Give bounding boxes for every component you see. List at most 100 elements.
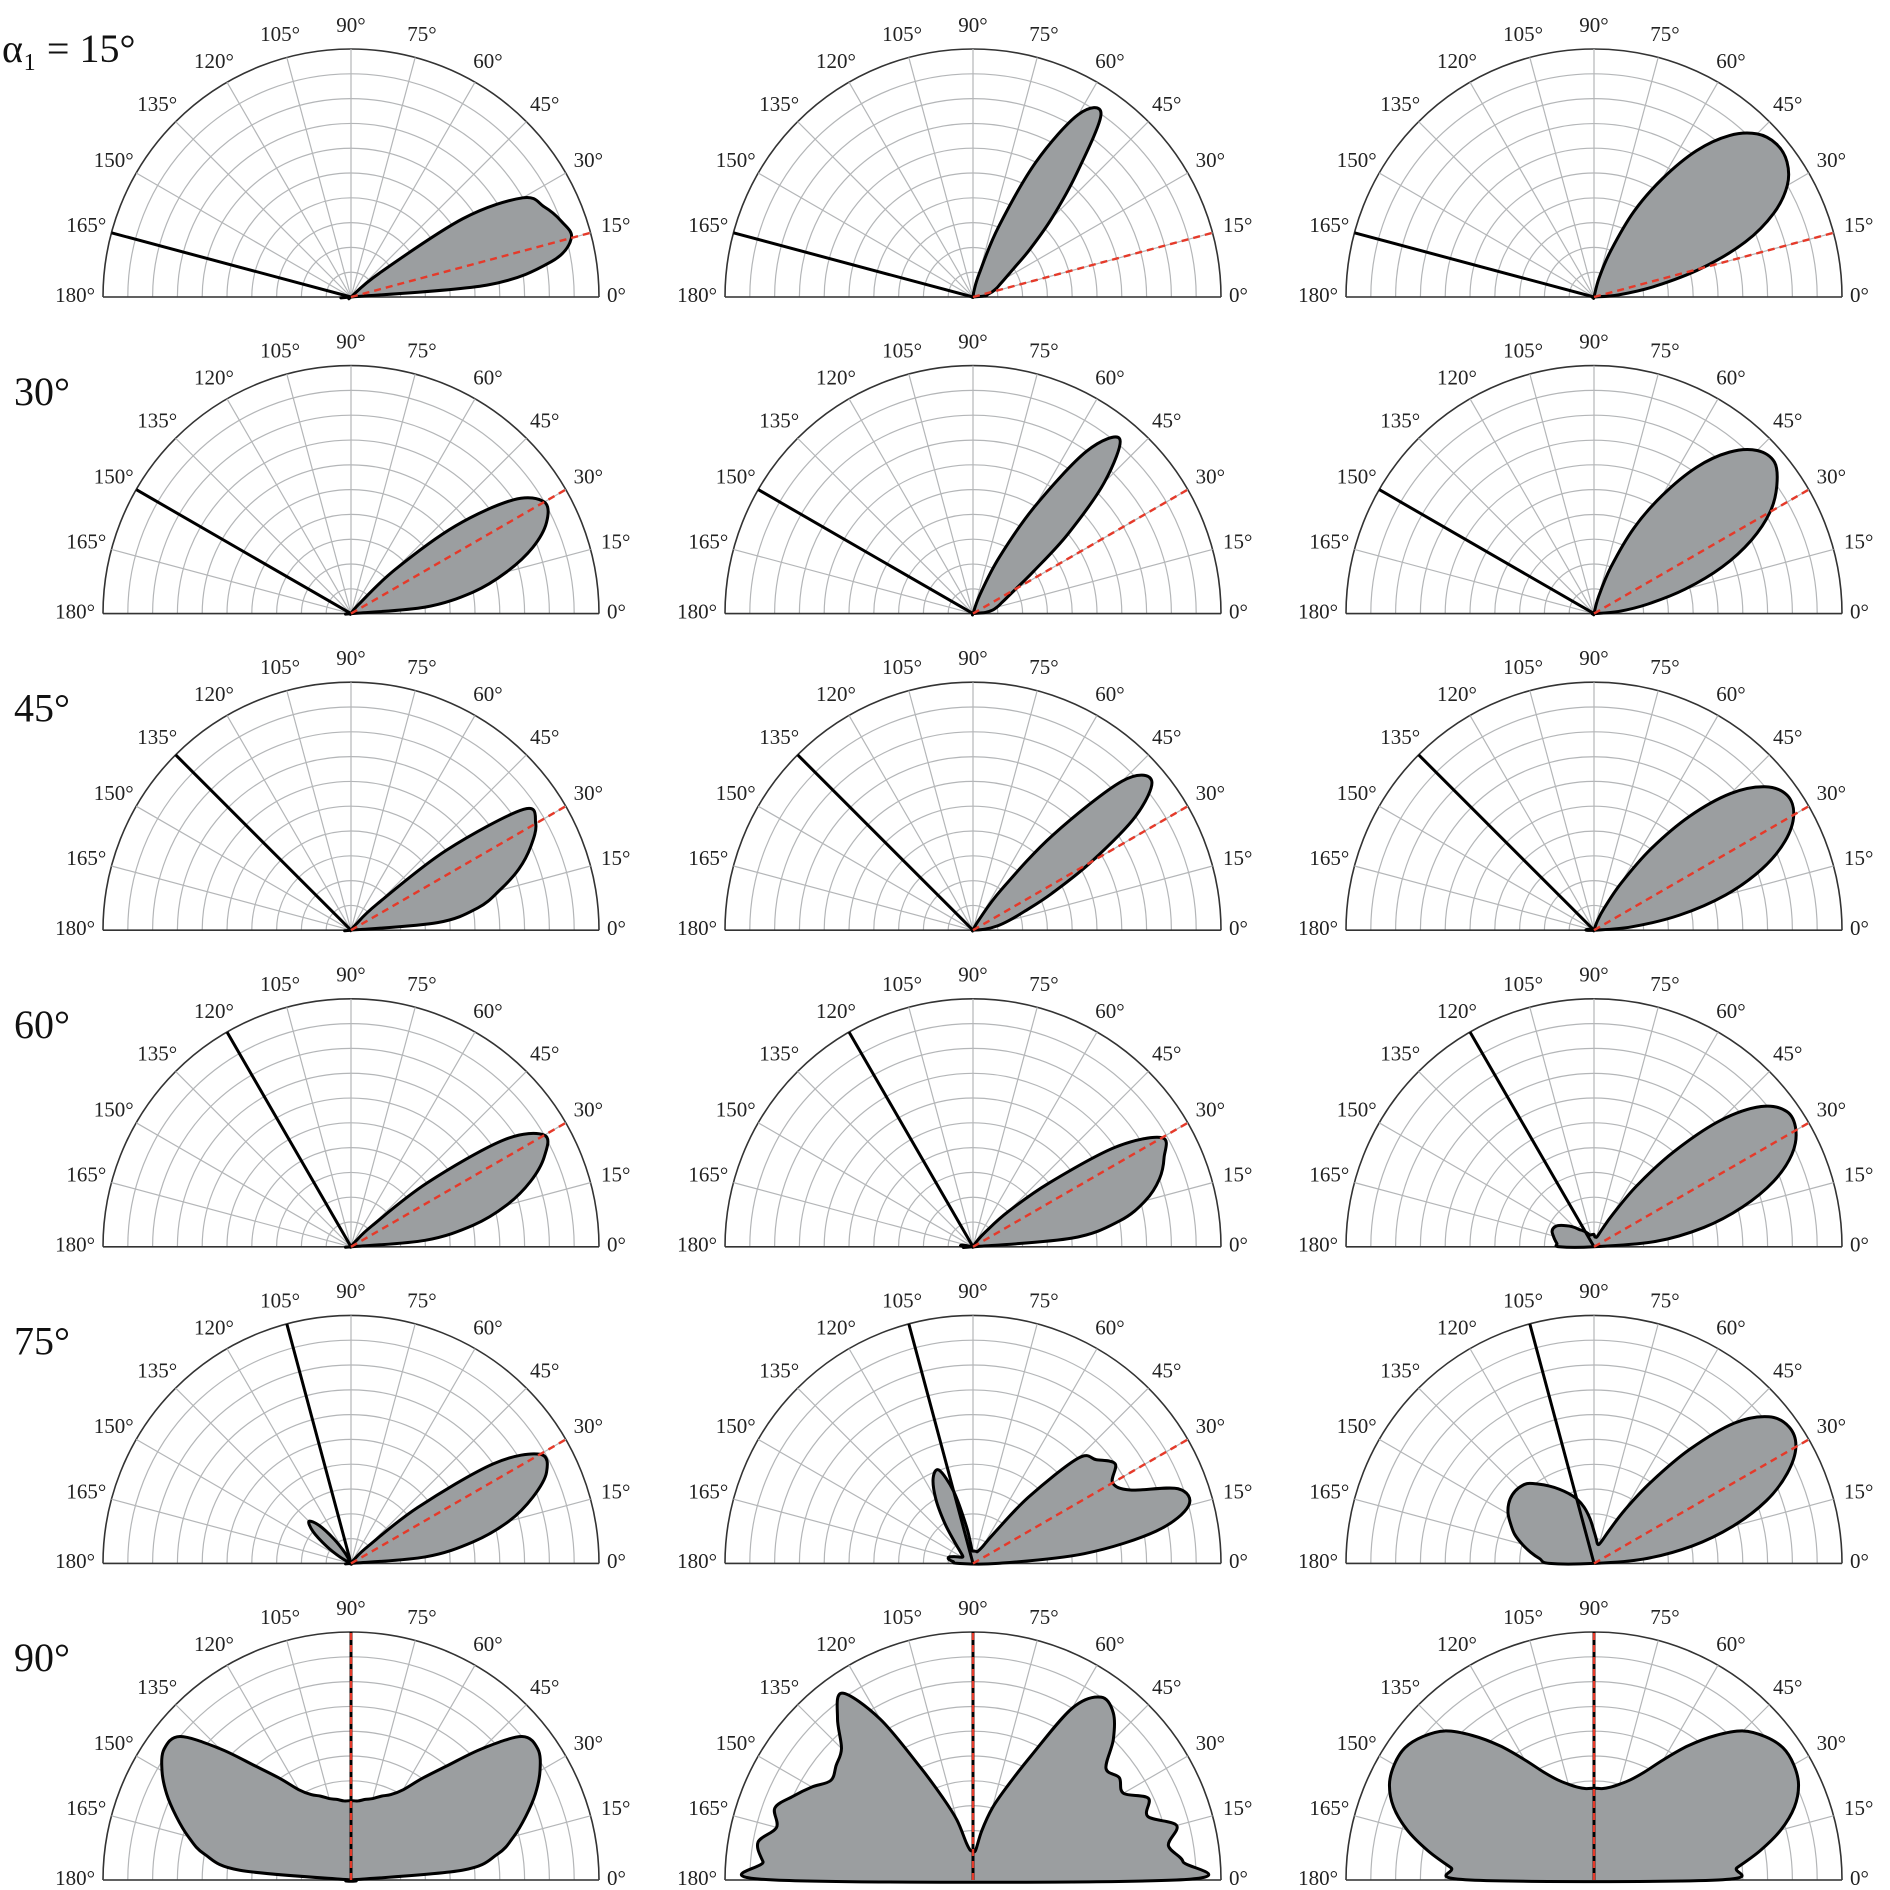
grid-spoke [733,1498,974,1564]
theta-tick-label: 60° [473,366,502,390]
grid-spoke [1593,57,1659,298]
grid-spoke [1378,805,1595,931]
theta-tick-label: 90° [958,963,987,987]
theta-tick-label: 15° [601,213,630,237]
grid-spoke [908,690,974,931]
theta-tick-label: 15° [1223,1163,1252,1187]
theta-tick-label: 45° [530,92,559,116]
theta-tick-label: 60° [1095,49,1124,73]
theta-tick-label: 45° [1152,408,1181,432]
theta-tick-label: 120° [194,682,234,706]
theta-tick-label: 135° [759,1675,799,1699]
specular-line [1593,805,1810,932]
grid-spoke [350,398,476,614]
theta-tick-label: 135° [137,92,177,116]
theta-tick-label: 75° [407,1288,436,1312]
theta-tick-label: 120° [194,366,234,390]
theta-tick-label: 105° [260,22,300,46]
theta-tick-label: 105° [1503,339,1543,363]
theta-tick-label: 135° [759,1358,799,1382]
grid-spoke [972,57,1038,298]
theta-tick-label: 165° [688,213,728,237]
theta-tick-label: 90° [336,13,365,37]
grid-spoke [797,437,974,615]
theta-tick-label: 120° [1437,682,1477,706]
theta-tick-label: 165° [66,530,106,554]
grid-spoke [350,715,476,931]
specular-line [350,1121,567,1248]
incident-line [225,1031,353,1248]
theta-tick-label: 120° [1437,49,1477,73]
grid-spoke [972,690,1038,931]
theta-tick-label: 180° [677,599,717,623]
theta-tick-label: 0° [1229,1866,1248,1890]
theta-tick-label: 150° [94,148,134,172]
incident-line [796,753,975,932]
grid-spoke [757,1122,974,1248]
scatter-lobe [959,1135,1168,1249]
theta-tick-label: 135° [137,725,177,749]
theta-tick-label: 180° [1298,599,1338,623]
theta-tick-label: 165° [688,530,728,554]
theta-tick-label: 180° [1298,283,1338,307]
theta-tick-label: 60° [1716,49,1745,73]
theta-tick-label: 60° [1095,999,1124,1023]
theta-tick-label: 150° [716,1098,756,1122]
theta-tick-label: 165° [1309,846,1349,870]
theta-tick-label: 75° [407,972,436,996]
theta-tick-label: 105° [882,339,922,363]
theta-tick-label: 30° [1196,1731,1225,1755]
theta-tick-label: 180° [677,1549,717,1573]
theta-tick-label: 165° [688,1163,728,1187]
row-title: α₁ = 15° [2,26,135,71]
theta-tick-label: 30° [1817,1414,1846,1438]
theta-tick-label: 165° [66,1479,106,1503]
grid-spoke [1354,548,1595,615]
grid-spoke [972,548,1213,615]
theta-tick-label: 165° [66,1163,106,1187]
theta-tick-label: 75° [1650,339,1679,363]
theta-tick-label: 90° [1579,1279,1608,1303]
theta-tick-label: 165° [1309,213,1349,237]
grid-spoke [1354,865,1595,931]
row-title: 90° [14,1635,70,1680]
theta-tick-label: 15° [1223,846,1252,870]
theta-tick-label: 90° [958,1279,987,1303]
theta-tick-label: 105° [882,1605,922,1629]
theta-tick-label: 75° [1029,1605,1058,1629]
theta-tick-label: 75° [407,22,436,46]
scatter-lobe [740,1691,1211,1884]
theta-tick-label: 120° [816,682,856,706]
theta-tick-label: 60° [473,1632,502,1656]
grid-spoke [350,1007,416,1247]
theta-tick-label: 105° [260,1605,300,1629]
theta-tick-label: 30° [574,781,603,805]
theta-tick-label: 15° [601,1163,630,1187]
theta-tick-label: 15° [1223,1796,1252,1820]
row-title: 75° [14,1319,70,1364]
grid-spoke [757,172,974,298]
theta-tick-label: 150° [716,1414,756,1438]
grid-spoke [1418,121,1595,298]
theta-tick-label: 45° [1773,92,1802,116]
theta-tick-label: 135° [1380,408,1420,432]
theta-tick-label: 180° [55,1233,95,1257]
theta-tick-label: 165° [688,1796,728,1820]
grid-spoke [111,548,352,615]
row-title: 45° [14,685,70,730]
grid-spoke [733,865,974,931]
theta-tick-label: 75° [407,655,436,679]
grid-spoke [226,81,352,298]
theta-tick-label: 90° [958,13,987,37]
theta-tick-label: 30° [1196,464,1225,488]
specular-line [972,1121,1189,1248]
theta-tick-label: 30° [1817,1098,1846,1122]
theta-tick-label: 150° [94,1098,134,1122]
grid-spoke [350,121,527,298]
grid-spoke [797,1387,974,1564]
theta-tick-label: 150° [1337,148,1377,172]
theta-tick-label: 60° [1716,1632,1745,1656]
theta-tick-label: 120° [1437,1632,1477,1656]
theta-tick-label: 15° [1844,213,1873,237]
theta-tick-label: 90° [958,1596,987,1620]
